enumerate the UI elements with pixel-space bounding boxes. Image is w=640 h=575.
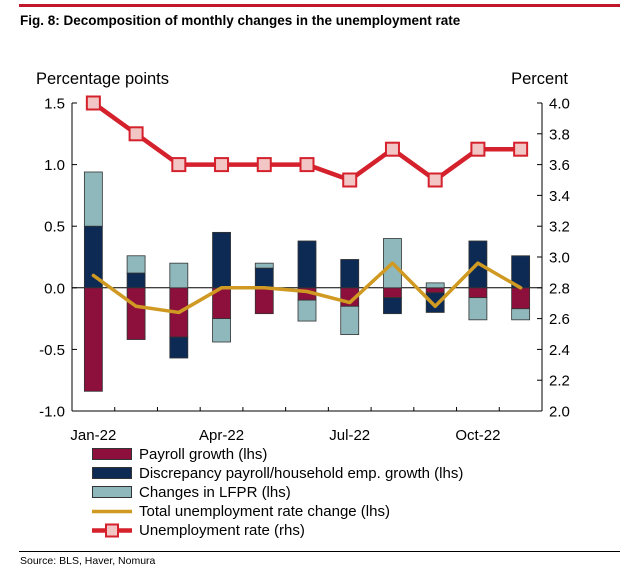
total-change-line xyxy=(91,261,523,315)
right-tick-label: 3.4 xyxy=(549,188,570,205)
bar-payroll-1 xyxy=(126,287,146,340)
legend-label: Total unemployment rate change (lhs) xyxy=(139,503,390,520)
figure-title: Fig. 8: Decomposition of monthly changes… xyxy=(20,13,461,28)
legend-swatch xyxy=(92,448,132,460)
bar-discrepancy-6 xyxy=(340,259,360,289)
bar-changes-10 xyxy=(511,308,531,321)
bar-changes-8 xyxy=(425,282,445,289)
legend-label: Unemployment rate (rhs) xyxy=(139,522,305,539)
unemployment-rate-marker-2 xyxy=(171,157,187,173)
right-tick-label: 3.0 xyxy=(549,250,570,267)
legend-swatch xyxy=(92,509,132,514)
legend-swatch xyxy=(92,523,132,538)
bar-changes-2 xyxy=(169,262,189,289)
bar-payroll-4 xyxy=(254,287,274,315)
bar-payroll-10 xyxy=(511,287,531,310)
right-tick-label: 2.0 xyxy=(549,404,570,421)
bar-changes-9 xyxy=(468,297,488,321)
bar-payroll-0 xyxy=(83,287,103,392)
right-tick-label: 2.2 xyxy=(549,373,570,390)
bar-changes-1 xyxy=(126,255,146,274)
left-axis-title: Percentage points xyxy=(36,70,169,88)
unemployment-rate-marker-7 xyxy=(384,141,400,157)
bar-discrepancy-5 xyxy=(297,240,317,289)
unemployment-rate-marker-8 xyxy=(427,172,443,188)
unemployment-rate-marker-5 xyxy=(299,157,315,173)
unemployment-rate-marker-6 xyxy=(342,172,358,188)
bottom-rule xyxy=(19,551,620,552)
bar-payroll-7 xyxy=(383,287,402,299)
unemployment-rate-marker-1 xyxy=(128,126,144,142)
bar-discrepancy-3 xyxy=(212,231,231,289)
right-tick-label: 4.0 xyxy=(549,96,570,113)
bar-changes-5 xyxy=(297,299,317,322)
source-note: Source: BLS, Haver, Nomura xyxy=(20,555,156,567)
unemployment-rate-marker-9 xyxy=(470,141,486,157)
legend-swatch xyxy=(92,486,132,498)
unemployment-rate-marker-4 xyxy=(256,157,272,173)
bar-discrepancy-8 xyxy=(425,292,445,313)
bar-payroll-9 xyxy=(468,287,488,299)
left-tick-label: 0.5 xyxy=(44,219,65,236)
right-tick-label: 2.6 xyxy=(549,311,570,328)
x-tick-label: Oct-22 xyxy=(455,427,500,444)
legend-label: Discrepancy payroll/household emp. growt… xyxy=(139,465,464,482)
right-tick-label: 3.8 xyxy=(549,126,570,143)
bar-changes-3 xyxy=(212,318,231,343)
left-tick-label: 1.0 xyxy=(44,157,65,174)
x-tick-label: Jan-22 xyxy=(70,427,116,444)
left-tick-label: 1.5 xyxy=(44,96,65,113)
left-tick-label: 0.0 xyxy=(44,280,65,297)
right-tick-label: 2.4 xyxy=(549,342,570,359)
bar-payroll-8 xyxy=(425,287,445,294)
bar-changes-6 xyxy=(340,305,360,336)
bar-discrepancy-7 xyxy=(383,297,402,315)
right-axis-title: Percent xyxy=(511,70,568,88)
bar-discrepancy-2 xyxy=(169,336,189,359)
top-rule xyxy=(19,4,620,7)
legend-label: Payroll growth (lhs) xyxy=(139,446,268,463)
bar-discrepancy-4 xyxy=(254,267,274,289)
bar-discrepancy-1 xyxy=(126,272,146,289)
left-tick-label: -0.5 xyxy=(39,342,65,359)
right-tick-label: 2.8 xyxy=(549,280,570,297)
bar-changes-0 xyxy=(83,171,103,227)
unemployment-rate-marker-0 xyxy=(85,95,101,111)
right-tick-label: 3.2 xyxy=(549,219,570,236)
x-tick-label: Jul-22 xyxy=(329,427,370,444)
left-tick-label: -1.0 xyxy=(39,404,65,421)
right-tick-label: 3.6 xyxy=(549,157,570,174)
bar-changes-4 xyxy=(254,262,274,269)
unemployment-rate-marker-3 xyxy=(214,157,230,173)
legend-label: Changes in LFPR (lhs) xyxy=(139,484,291,501)
legend-swatch xyxy=(92,467,132,479)
unemployment-rate-marker-10 xyxy=(513,141,529,157)
x-tick-label: Apr-22 xyxy=(199,427,244,444)
